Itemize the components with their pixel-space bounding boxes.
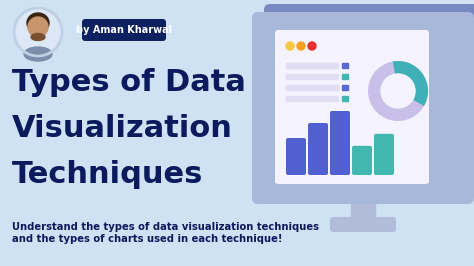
Circle shape: [28, 17, 48, 37]
Circle shape: [286, 42, 294, 50]
FancyBboxPatch shape: [82, 19, 166, 41]
Bar: [342, 63, 348, 68]
Wedge shape: [393, 61, 428, 106]
Circle shape: [308, 42, 316, 50]
Ellipse shape: [31, 34, 45, 40]
FancyBboxPatch shape: [308, 123, 328, 175]
Bar: [286, 96, 338, 101]
Circle shape: [381, 74, 415, 108]
FancyBboxPatch shape: [374, 134, 394, 175]
Text: Visualization: Visualization: [12, 114, 233, 143]
Text: Understand the types of data visualization techniques: Understand the types of data visualizati…: [12, 222, 319, 232]
FancyBboxPatch shape: [330, 111, 350, 175]
Text: Types of Data: Types of Data: [12, 68, 246, 97]
Bar: [286, 63, 338, 68]
Circle shape: [297, 42, 305, 50]
Bar: [286, 85, 338, 90]
FancyBboxPatch shape: [264, 4, 474, 196]
Text: and the types of charts used in each technique!: and the types of charts used in each tec…: [12, 234, 283, 244]
Wedge shape: [368, 61, 428, 121]
Ellipse shape: [24, 47, 52, 61]
Bar: [342, 96, 348, 101]
FancyBboxPatch shape: [286, 138, 306, 175]
Ellipse shape: [27, 13, 49, 33]
FancyBboxPatch shape: [330, 217, 396, 232]
FancyBboxPatch shape: [252, 12, 474, 204]
Bar: [351, 198, 375, 220]
Bar: [286, 74, 338, 79]
Bar: [342, 85, 348, 90]
Bar: [342, 74, 348, 79]
FancyBboxPatch shape: [352, 146, 372, 175]
Circle shape: [14, 8, 62, 56]
Text: by Aman Kharwal: by Aman Kharwal: [76, 25, 172, 35]
Text: Techniques: Techniques: [12, 160, 203, 189]
FancyBboxPatch shape: [275, 30, 429, 184]
